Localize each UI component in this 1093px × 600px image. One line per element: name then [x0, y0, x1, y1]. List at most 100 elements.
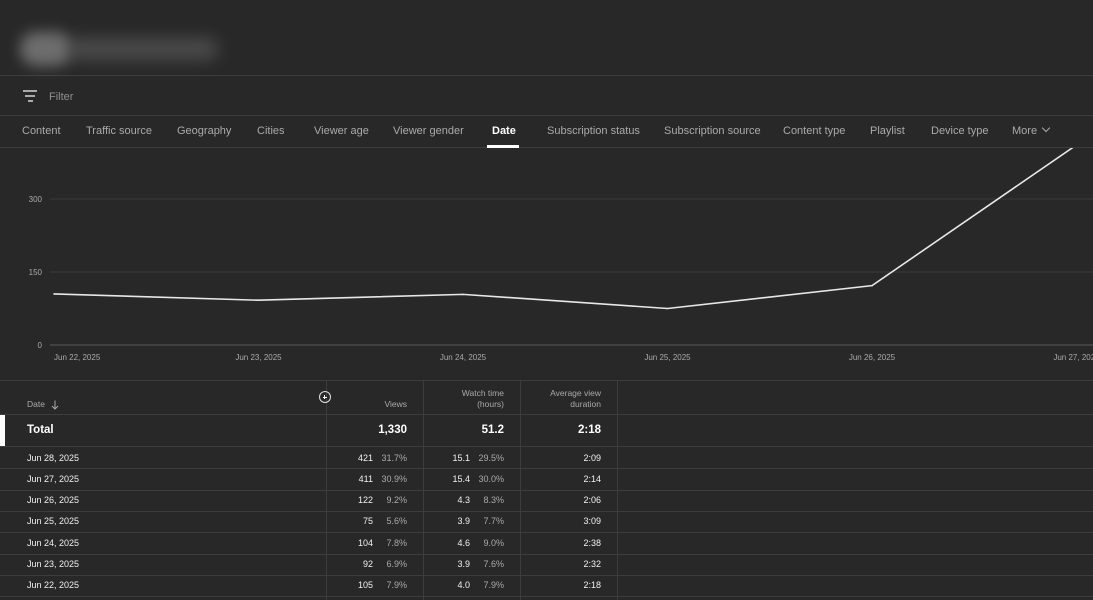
row-views-percent: 5.6% [386, 516, 407, 527]
row-views: 75 [362, 516, 373, 527]
row-date: Jun 24, 2025 [27, 537, 80, 548]
column-header-average-view-duration[interactable]: Average view duration [527, 388, 601, 410]
row-views-percent: 7.9% [386, 580, 407, 591]
row-watch-time: 3.9 [457, 516, 470, 527]
more-label: More [1012, 125, 1038, 137]
row-watch-time: 4.0 [457, 580, 470, 591]
chart-svg: 0 150 300 Jun 22, 2025 Jun 23, 2025 Jun 24, 2… [29, 148, 1093, 362]
row-watch-time: 3.9 [457, 559, 470, 569]
row-divider [0, 553, 1093, 555]
row-watch-time-percent: 8.3% [483, 495, 504, 506]
row-views: 411 [358, 473, 373, 484]
column-header-views[interactable]: Views [384, 399, 407, 409]
data-point [666, 307, 669, 310]
row-date: Jun 23, 2025 [27, 559, 80, 569]
data-point [871, 284, 873, 287]
table-top-border [0, 380, 1093, 381]
row-watch-time: 4.6 [457, 537, 470, 548]
row-average-view-duration: 2:32 [583, 559, 601, 569]
row-watch-time-percent: 30.0% [478, 473, 504, 484]
tab-date[interactable]: Date [492, 125, 516, 137]
add-column-icon[interactable] [319, 391, 331, 403]
filter-icon[interactable] [23, 90, 37, 102]
row-views: 104 [357, 537, 373, 548]
row-average-view-duration: 3:09 [583, 516, 601, 527]
row-date: Jun 28, 2025 [27, 452, 80, 463]
row-average-view-duration: 2:38 [583, 537, 601, 548]
top-bar [0, 0, 1093, 76]
row-divider [0, 446, 1093, 447]
row-watch-time-percent: 7.6% [483, 559, 504, 569]
total-label: Total [27, 424, 54, 436]
row-views-percent: 31.7% [381, 452, 407, 463]
row-date: Jun 26, 2025 [27, 495, 80, 506]
tab-more[interactable]: More [1012, 116, 1051, 148]
row-divider [0, 596, 1093, 598]
tab-subscription-source[interactable]: Subscription source [664, 125, 761, 137]
row-average-view-duration: 2:09 [583, 452, 601, 463]
tab-subscription-status[interactable]: Subscription status [547, 125, 640, 137]
total-views: 1,330 [378, 424, 407, 436]
row-views-percent: 7.8% [386, 537, 407, 548]
total-average-view-duration: 2:18 [577, 424, 601, 436]
filter-bar [0, 76, 1093, 116]
filter-input[interactable] [49, 89, 349, 105]
data-point [53, 293, 55, 295]
row-watch-time: 15.4 [452, 473, 470, 484]
total-watch-time: 51.2 [481, 424, 504, 436]
active-tab-indicator [487, 145, 519, 148]
x-tick-label: Jun 23, 2025 [235, 353, 282, 362]
row-divider [0, 489, 1093, 491]
column-header-date[interactable]: Date [27, 399, 45, 409]
data-point [257, 299, 260, 302]
header-divider [0, 414, 1093, 415]
y-tick-label: 150 [29, 268, 43, 277]
row-date: Jun 22, 2025 [27, 580, 80, 591]
views-line-chart: 0 150 300 Jun 22, 2025 Jun 23, 2025 Jun 24, 2… [0, 148, 1093, 378]
data-point [462, 293, 464, 296]
dimension-tabs: Content Traffic source Geography Cities … [0, 116, 1093, 148]
sort-descending-icon[interactable] [51, 400, 59, 410]
tab-device-type[interactable]: Device type [931, 125, 989, 137]
total-row-marker [0, 415, 5, 446]
row-watch-time-percent: 7.7% [483, 516, 504, 527]
row-watch-time: 15.1 [452, 452, 470, 463]
column-header-watch-time[interactable]: Watch time (hours) [430, 388, 504, 410]
tab-geography[interactable]: Geography [177, 125, 232, 137]
blurred-channel-name [16, 28, 218, 68]
row-watch-time-percent: 7.9% [483, 580, 504, 591]
row-divider [0, 468, 1093, 470]
column-header-watch-time-line1: Watch time [461, 388, 504, 398]
row-date: Jun 25, 2025 [27, 516, 80, 527]
column-header-avg-line1: Average view [550, 388, 601, 398]
tab-cities[interactable]: Cities [257, 125, 285, 137]
row-watch-time: 4.3 [457, 495, 470, 506]
row-divider [0, 532, 1093, 534]
tab-traffic-source[interactable]: Traffic source [86, 125, 153, 137]
row-average-view-duration: 2:06 [583, 495, 601, 506]
column-header-avg-line2: duration [570, 399, 601, 409]
y-tick-label: 300 [29, 195, 43, 204]
tab-viewer-gender[interactable]: Viewer gender [393, 125, 464, 137]
row-views: 421 [357, 452, 373, 463]
row-average-view-duration: 2:18 [583, 580, 601, 591]
x-tick-label: Jun 27, 2025 [1053, 353, 1093, 362]
tab-playlist[interactable]: Playlist [870, 125, 905, 137]
row-views-percent: 9.2% [386, 495, 407, 506]
row-average-view-duration: 2:14 [583, 473, 601, 484]
row-views: 92 [362, 559, 373, 569]
tab-content-type[interactable]: Content type [783, 125, 846, 137]
row-views: 105 [357, 580, 373, 591]
tab-viewer-age[interactable]: Viewer age [314, 125, 369, 137]
row-divider [0, 510, 1093, 512]
row-watch-time-percent: 9.0% [483, 537, 504, 548]
row-date: Jun 27, 2025 [27, 473, 80, 484]
x-tick-label: Jun 22, 2025 [54, 353, 101, 362]
row-views-percent: 6.9% [386, 559, 407, 569]
column-header-watch-time-line2: (hours) [477, 399, 504, 409]
x-tick-label: Jun 25, 2025 [644, 353, 691, 362]
row-views: 122 [357, 495, 373, 506]
x-tick-label: Jun 26, 2025 [849, 353, 896, 362]
tab-content[interactable]: Content [22, 125, 61, 137]
series-line [53, 148, 1074, 310]
